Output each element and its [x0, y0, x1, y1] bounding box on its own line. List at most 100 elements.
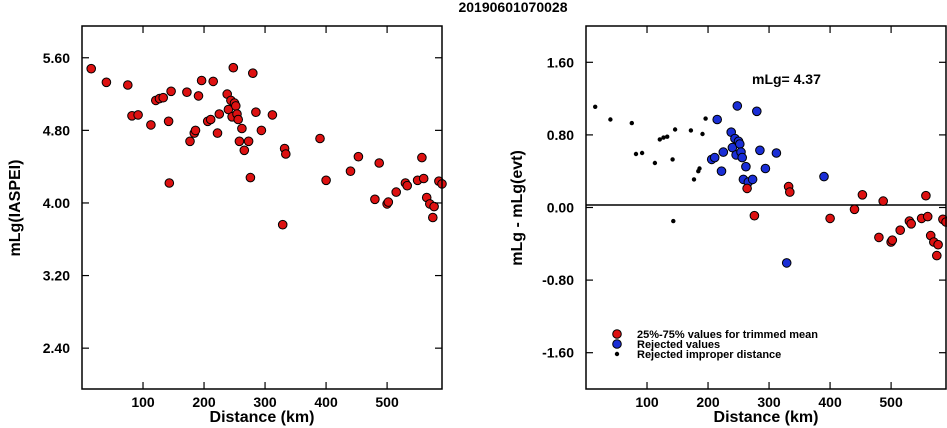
right-blue-point — [771, 148, 782, 158]
left-red-point — [391, 187, 402, 197]
right-black-point — [639, 150, 645, 156]
right-blue-point — [747, 174, 758, 185]
left-red-point — [417, 152, 427, 163]
left-red-point — [196, 75, 207, 86]
left-y-tick-label: 5.60 — [43, 50, 70, 66]
legend-black-marker — [614, 351, 620, 357]
left-red-point — [281, 149, 291, 159]
left-y-tick-label: 4.00 — [43, 195, 70, 211]
left-red-point — [234, 136, 245, 147]
left-red-point — [214, 109, 225, 119]
right-black-point — [672, 127, 678, 132]
right-y-tick-label: 1.60 — [547, 54, 574, 70]
left-red-point — [256, 125, 267, 136]
right-red-point — [749, 210, 760, 221]
right-black-point — [700, 131, 705, 137]
right-x-tick-label: 300 — [757, 394, 781, 410]
right-red-point — [857, 190, 868, 200]
right-red-point — [785, 187, 795, 197]
right-black-point — [661, 135, 666, 140]
right-black-point — [670, 157, 675, 162]
left-red-point — [123, 80, 133, 90]
right-black-point — [608, 117, 613, 122]
legend-red-marker — [612, 329, 622, 339]
left-red-point — [231, 101, 241, 111]
right-red-point — [921, 190, 931, 201]
left-y-tick-label: 4.80 — [43, 122, 70, 138]
right-x-tick-label: 400 — [818, 394, 842, 410]
right-x-tick-label: 200 — [696, 394, 720, 410]
left-x-tick-label: 100 — [131, 394, 155, 410]
left-red-point — [402, 180, 413, 191]
right-blue-point — [712, 114, 723, 125]
right-black-point — [652, 160, 658, 166]
left-red-point — [237, 123, 247, 134]
left-red-point — [383, 197, 394, 207]
left-red-point — [353, 151, 364, 162]
left-red-point — [315, 133, 325, 144]
right-y-tick-label: -0.80 — [542, 272, 574, 288]
left-data-points — [86, 62, 447, 230]
left-red-point — [429, 201, 439, 212]
left-axis-ticks: 100 200 300 400 500 2.40 3.20 4.00 4.80 5.60 — [43, 26, 442, 410]
left-red-point — [158, 92, 168, 103]
right-red-point — [825, 213, 835, 224]
figure-title: 20190601070028 — [458, 0, 567, 15]
right-red-point — [932, 250, 942, 261]
left-y-tick-label: 3.20 — [43, 268, 70, 284]
legend-blue-marker — [612, 339, 622, 349]
left-red-point — [248, 68, 258, 78]
left-plot-frame — [81, 25, 443, 390]
left-red-point — [182, 87, 192, 97]
left-x-tick-label: 200 — [192, 394, 216, 410]
right-y-tick-label: -1.60 — [542, 345, 574, 361]
right-red-point — [906, 219, 917, 229]
right-black-point — [703, 116, 708, 121]
left-red-point — [228, 62, 239, 73]
right-blue-point — [752, 106, 762, 117]
right-red-point — [878, 196, 889, 206]
right-red-point — [742, 183, 752, 194]
right-black-point — [657, 137, 662, 142]
right-red-point — [874, 232, 884, 243]
right-blue-point — [732, 101, 743, 111]
legend-black-label: Rejected improper distance — [637, 349, 781, 361]
left-y-axis-label: mLg(IASPEI) — [7, 160, 24, 257]
left-red-point — [277, 219, 288, 230]
right-black-point — [629, 120, 634, 126]
right-data-points — [593, 101, 947, 268]
left-red-point — [164, 178, 175, 188]
left-red-point — [86, 63, 96, 74]
left-red-point — [233, 114, 243, 125]
left-red-point — [166, 86, 176, 97]
right-blue-point — [760, 163, 771, 174]
left-red-point — [212, 128, 223, 138]
legend: 25%-75% values for trimmed mean Rejected… — [612, 329, 818, 361]
right-y-tick-label: 0.80 — [547, 127, 574, 143]
right-blue-point — [709, 152, 720, 163]
magnitude-annotation: mLg= 4.37 — [752, 71, 821, 87]
left-panel: 100 200 300 400 500 2.40 3.20 4.00 4.80 5.60 Dist… — [7, 25, 447, 426]
left-red-point — [345, 166, 356, 176]
right-black-point — [633, 151, 639, 157]
right-x-axis-label: Distance (km) — [714, 409, 819, 426]
left-red-point — [418, 173, 429, 184]
left-red-point — [205, 114, 216, 125]
right-blue-point — [737, 152, 748, 163]
left-red-point — [163, 116, 174, 127]
left-red-point — [208, 76, 218, 87]
left-x-tick-label: 300 — [253, 394, 277, 410]
left-x-axis-label: Distance (km) — [210, 409, 315, 426]
left-red-point — [374, 158, 385, 168]
right-red-point — [933, 239, 943, 250]
left-red-point — [370, 194, 380, 205]
right-black-point — [697, 166, 702, 171]
right-blue-point — [735, 139, 745, 149]
left-red-point — [267, 110, 278, 120]
right-blue-point — [819, 171, 829, 182]
right-black-point — [593, 104, 598, 110]
left-y-tick-label: 2.40 — [43, 340, 70, 356]
right-blue-point — [718, 147, 729, 157]
right-axis-ticks: 100 200 300 400 500 -1.60 -0.80 0.00 0.80 1.60 — [542, 26, 946, 410]
